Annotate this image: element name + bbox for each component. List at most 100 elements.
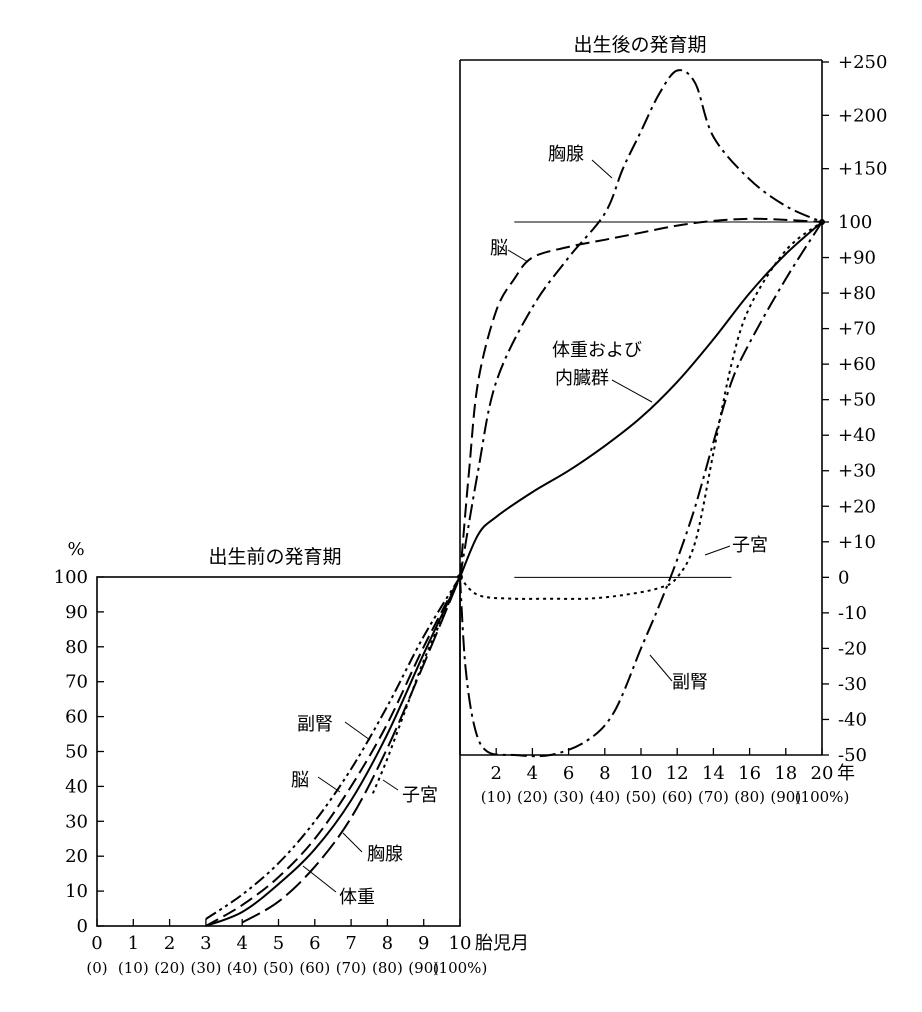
label-post-uterus: 子宮 xyxy=(732,535,768,556)
prenatal-series-dashdotdot xyxy=(205,576,461,920)
prenatal-x-tick-percent: (80) xyxy=(372,959,403,977)
label-leader-line xyxy=(382,779,399,791)
postnatal-y-tick-label: -30 xyxy=(838,674,867,695)
postnatal-y-tick-label: +150 xyxy=(838,159,887,180)
prenatal-x-tick-percent: (70) xyxy=(336,959,367,977)
postnatal-y-tick-label: -40 xyxy=(838,709,867,730)
prenatal-x-tick-percent: (0) xyxy=(86,959,107,977)
prenatal-title: 出生前の発育期 xyxy=(208,546,341,568)
postnatal-y-tick-label: +70 xyxy=(838,319,876,340)
prenatal-x-tick-percent: (90) xyxy=(408,959,439,977)
postnatal-y-tick-label: +200 xyxy=(838,105,887,126)
postnatal-y-tick-label: -20 xyxy=(838,638,867,659)
postnatal-x-tick-label: 4 xyxy=(527,763,538,784)
prenatal-frame xyxy=(96,576,461,927)
prenatal-y-unit: % xyxy=(67,539,84,560)
prenatal-y-tick-label: 0 xyxy=(77,916,88,937)
postnatal-y-tick-label: +80 xyxy=(838,283,876,304)
label-leader-line xyxy=(302,865,337,893)
prenatal-x-tick-label: 2 xyxy=(164,933,175,954)
prenatal-x-tick-percent: (60) xyxy=(299,959,330,977)
prenatal-x-tick-label: 7 xyxy=(345,933,356,954)
postnatal-x-tick-label: 6 xyxy=(563,763,574,784)
postnatal-y-tick-label: +60 xyxy=(838,354,876,375)
label-post-thymus: 胸腺 xyxy=(548,144,584,165)
prenatal-series-dot xyxy=(371,576,461,794)
prenatal-series-longdash xyxy=(241,576,461,924)
label-pre-uterus: 子宮 xyxy=(402,785,438,806)
adult-point xyxy=(819,219,825,225)
prenatal-y-tick-label: 40 xyxy=(65,776,88,797)
label-post-adrenal: 副腎 xyxy=(672,672,708,693)
prenatal-x-tick-label: 8 xyxy=(382,933,393,954)
postnatal-x-unit: 年 xyxy=(837,763,855,784)
prenatal-x-tick-percent: (20) xyxy=(154,959,185,977)
postnatal-x-tick-label: 16 xyxy=(738,763,761,784)
postnatal-x-tick-percent: (20) xyxy=(517,788,548,806)
postnatal-x-tick-label: 14 xyxy=(702,763,725,784)
label-post-weight-line2: 内臓群 xyxy=(555,368,609,389)
label-leader-line xyxy=(649,654,673,682)
prenatal-x-tick-label: 4 xyxy=(236,933,247,954)
postnatal-y-tick-label: -50 xyxy=(838,745,867,766)
prenatal-y-tick-label: 80 xyxy=(65,637,88,658)
prenatal-x-tick-label: 3 xyxy=(200,933,211,954)
prenatal-x-tick-percent: (30) xyxy=(191,959,222,977)
prenatal-y-tick-label: 20 xyxy=(65,846,88,867)
postnatal-y-tick-label: +90 xyxy=(838,248,876,269)
postnatal-y-tick-label: -10 xyxy=(838,603,867,624)
prenatal-y-tick-label: 30 xyxy=(65,811,88,832)
postnatal-x-tick-label: 8 xyxy=(599,763,610,784)
postnatal-x-tick-label: 12 xyxy=(666,763,689,784)
postnatal-x-tick-percent: (70) xyxy=(698,788,729,806)
prenatal-x-tick-label: 10 xyxy=(449,933,472,954)
prenatal-series-dash xyxy=(205,576,461,927)
label-leader-line xyxy=(591,159,613,179)
postnatal-x-tick-percent: (80) xyxy=(734,788,765,806)
postnatal-x-tick-percent: (100%) xyxy=(795,788,850,806)
postnatal-series-dashdot xyxy=(459,221,823,758)
label-pre-adrenal: 副腎 xyxy=(297,714,333,735)
postnatal-y-tick-label: +250 xyxy=(838,52,887,73)
postnatal-y-tick-label: +10 xyxy=(838,532,876,553)
label-post-brain: 脳 xyxy=(490,238,508,259)
prenatal-y-tick-label: 60 xyxy=(65,707,88,728)
birth-point xyxy=(457,574,463,580)
postnatal-series-dash xyxy=(459,217,823,578)
prenatal-x-unit: 胎児月 xyxy=(475,933,529,954)
label-pre-thymus: 胸腺 xyxy=(367,844,403,865)
postnatal-y-tick-label: +50 xyxy=(838,390,876,411)
prenatal-x-tick-label: 9 xyxy=(418,933,429,954)
label-leader-line xyxy=(317,776,341,793)
postnatal-x-tick-label: 10 xyxy=(630,763,653,784)
prenatal-y-tick-label: 50 xyxy=(65,742,88,763)
postnatal-y-tick-label: +40 xyxy=(838,425,876,446)
label-post-weight-line1: 体重および xyxy=(552,340,642,361)
label-leader-line xyxy=(704,545,731,556)
label-pre-brain: 脳 xyxy=(291,770,309,791)
postnatal-x-tick-label: 18 xyxy=(774,763,797,784)
postnatal-series-dashdot xyxy=(459,69,823,578)
postnatal-title: 出生後の発育期 xyxy=(573,34,706,56)
postnatal-y-tick-label: 0 xyxy=(838,567,849,588)
postnatal-x-tick-percent: (30) xyxy=(553,788,584,806)
prenatal-y-tick-label: 70 xyxy=(65,672,88,693)
postnatal-y-tick-label: 100 xyxy=(838,212,872,233)
label-leader-line xyxy=(611,379,653,403)
postnatal-x-tick-percent: (10) xyxy=(481,788,512,806)
label-leader-line xyxy=(507,249,529,263)
prenatal-series-solid xyxy=(205,576,461,927)
prenatal-y-tick-label: 10 xyxy=(65,881,88,902)
prenatal-x-tick-label: 5 xyxy=(273,933,284,954)
prenatal-x-tick-label: 6 xyxy=(309,933,320,954)
postnatal-x-tick-percent: (40) xyxy=(589,788,620,806)
prenatal-x-tick-percent: (10) xyxy=(118,959,149,977)
label-leader-line xyxy=(342,832,363,853)
chart-layer: 0 (0) 1 (10) 2 (20) 3 (30) 4 (40) 5 (50) 6 (60) 7 (70) 8… xyxy=(54,52,888,977)
postnatal-y-tick-label: +30 xyxy=(838,461,876,482)
postnatal-x-tick-percent: (60) xyxy=(662,788,693,806)
postnatal-series-solid xyxy=(459,221,823,578)
postnatal-x-tick-label: 2 xyxy=(490,763,501,784)
